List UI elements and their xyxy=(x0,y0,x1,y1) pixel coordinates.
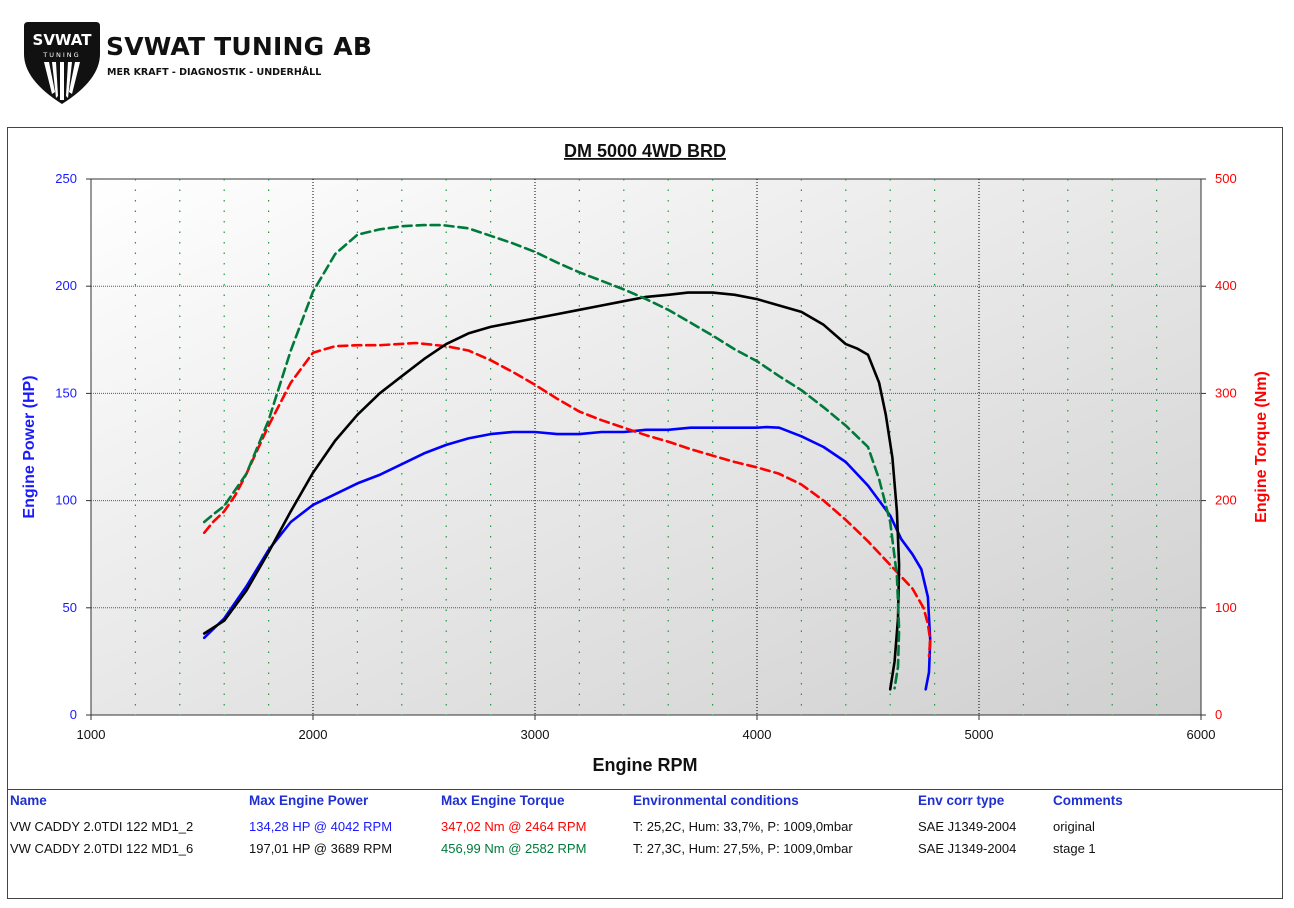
row-corr: SAE J1349-2004 xyxy=(918,841,1017,856)
y-axis-label: Engine Power (HP) xyxy=(21,375,38,518)
shield-logo-icon: SVWAT TUNING xyxy=(24,22,100,104)
dyno-chart: DM 5000 4WD BRD 1000 2000 3000 4000 5000 6000… xyxy=(21,141,1270,775)
y2-tick-label: 100 xyxy=(1215,600,1237,615)
y2-tick-label: 500 xyxy=(1215,171,1237,186)
y2-tick-label: 400 xyxy=(1215,278,1237,293)
y-tick-label: 100 xyxy=(55,493,77,508)
series-torque-original xyxy=(202,341,932,658)
shield-subtext: TUNING xyxy=(42,51,80,59)
x-tick-label: 6000 xyxy=(1187,727,1216,742)
y2-tick-label: 300 xyxy=(1215,385,1237,400)
row-env: T: 25,2C, Hum: 33,7%, P: 1009,0mbar xyxy=(633,819,853,834)
header-max-power: Max Engine Power xyxy=(249,793,369,808)
x-tick-label: 5000 xyxy=(965,727,994,742)
shield-text: SVWAT xyxy=(33,31,93,49)
header-env-corr-type: Env corr type xyxy=(918,793,1005,808)
brand-tagline: MER KRAFT - DIAGNOSTIK - UNDERHÅLL xyxy=(107,67,322,78)
x-axis-label: Engine RPM xyxy=(592,755,697,775)
row-name: VW CADDY 2.0TDI 122 MD1_6 xyxy=(10,841,194,856)
x-tick-label: 1000 xyxy=(77,727,106,742)
header-max-torque: Max Engine Torque xyxy=(441,793,565,808)
chart-title: DM 5000 4WD BRD xyxy=(564,141,726,161)
y2-tick-label: 0 xyxy=(1215,707,1222,722)
y-tick-label: 0 xyxy=(70,707,77,722)
y2-axis-label: Engine Torque (Nm) xyxy=(1253,371,1270,523)
header-comments: Comments xyxy=(1053,793,1123,808)
row-name: VW CADDY 2.0TDI 122 MD1_2 xyxy=(10,819,194,834)
row-max-torque: 347,02 Nm @ 2464 RPM xyxy=(441,819,587,834)
row-env: T: 27,3C, Hum: 27,5%, P: 1009,0mbar xyxy=(633,841,853,856)
header-name: Name xyxy=(10,793,47,808)
row-comment: stage 1 xyxy=(1053,841,1096,856)
plot-area xyxy=(90,178,1202,716)
series-lines xyxy=(202,223,932,691)
y-tick-label: 200 xyxy=(55,278,77,293)
results-table: Name Max Engine Power Max Engine Torque … xyxy=(7,789,1283,900)
row-max-power: 134,28 HP @ 4042 RPM xyxy=(249,819,393,834)
row-corr: SAE J1349-2004 xyxy=(918,819,1017,834)
axis-ticks: 1000 2000 3000 4000 5000 6000 0 50 100 150 200 250 0… xyxy=(55,171,1236,742)
table-row: VW CADDY 2.0TDI 122 MD1_2 134,28 HP @ 40… xyxy=(7,819,1283,839)
brand-logo: SVWAT TUNING SVWAT TUNING AB MER KRAFT -… xyxy=(18,18,378,108)
y2-tick-label: 200 xyxy=(1215,493,1237,508)
row-comment: original xyxy=(1053,819,1095,834)
y-tick-label: 150 xyxy=(55,385,77,400)
table-row: VW CADDY 2.0TDI 122 MD1_6 197,01 HP @ 36… xyxy=(7,841,1283,861)
x-tick-label: 4000 xyxy=(743,727,772,742)
y-tick-label: 50 xyxy=(63,600,77,615)
x-tick-label: 2000 xyxy=(299,727,328,742)
y-tick-label: 250 xyxy=(55,171,77,186)
x-tick-label: 3000 xyxy=(521,727,550,742)
series-torque-stage1 xyxy=(202,223,901,690)
brand-name: SVWAT TUNING AB xyxy=(106,32,373,61)
row-max-torque: 456,99 Nm @ 2582 RPM xyxy=(441,841,587,856)
grid-lines xyxy=(91,179,1201,715)
header-env-conditions: Environmental conditions xyxy=(633,793,799,808)
row-max-power: 197,01 HP @ 3689 RPM xyxy=(249,841,393,856)
series-power-stage1 xyxy=(202,291,901,691)
